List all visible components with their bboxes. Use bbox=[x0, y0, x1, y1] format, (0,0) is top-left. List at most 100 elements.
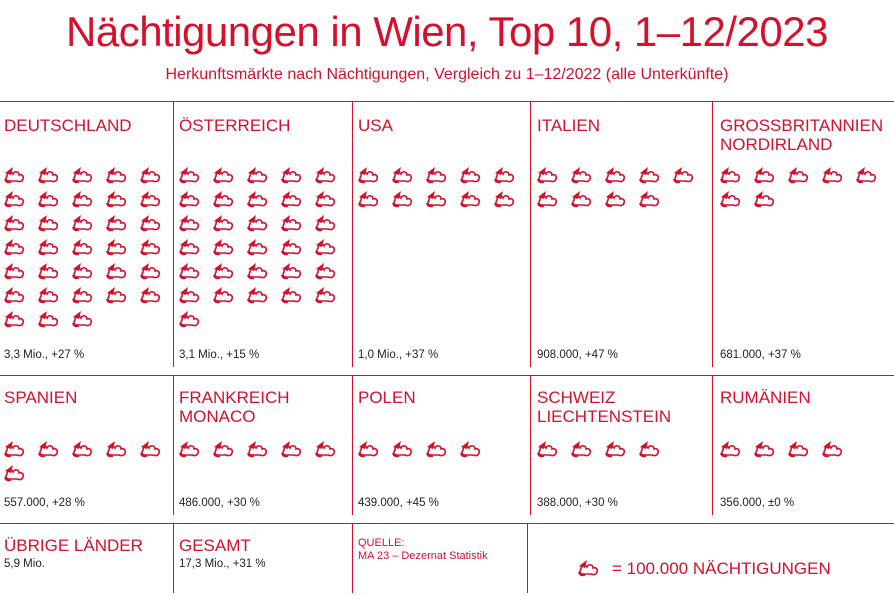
bed-night-icon bbox=[38, 311, 59, 328]
country-name: ÖSTERREICH bbox=[179, 116, 291, 135]
bed-night-icon bbox=[38, 191, 59, 208]
bed-night-icon bbox=[281, 441, 302, 458]
bed-night-icon bbox=[426, 167, 447, 184]
row-divider bbox=[0, 375, 894, 376]
column-divider bbox=[352, 523, 353, 593]
bed-night-icon bbox=[38, 215, 59, 232]
legend-text: = 100.000 NÄCHTIGUNGEN bbox=[612, 559, 831, 578]
bed-night-icon bbox=[426, 441, 447, 458]
column-divider bbox=[173, 523, 174, 593]
bed-night-icon bbox=[856, 167, 877, 184]
bed-night-icon bbox=[460, 441, 481, 458]
bed-night-icon bbox=[213, 441, 234, 458]
bed-night-icon bbox=[392, 441, 413, 458]
bed-night-icon bbox=[247, 287, 268, 304]
country-value: 1,0 Mio., +37 % bbox=[358, 349, 439, 361]
bed-night-icon bbox=[38, 239, 59, 256]
bed-night-icon bbox=[72, 215, 93, 232]
bed-night-icon bbox=[38, 167, 59, 184]
bed-night-icon bbox=[426, 191, 447, 208]
bed-night-icon bbox=[72, 287, 93, 304]
bed-night-icon bbox=[392, 191, 413, 208]
bed-night-icon bbox=[605, 167, 626, 184]
source-value: MA 23 – Dezernat Statistik bbox=[358, 550, 488, 562]
country-value: 486.000, +30 % bbox=[179, 497, 260, 509]
bed-night-icon bbox=[460, 167, 481, 184]
bed-night-icon bbox=[754, 167, 775, 184]
bed-night-icon bbox=[639, 441, 660, 458]
page-subtitle: Herkunftsmärkte nach Nächtigungen, Vergl… bbox=[165, 66, 729, 83]
bed-night-icon bbox=[179, 287, 200, 304]
bed-night-icon bbox=[140, 441, 161, 458]
country-name: SCHWEIZ LIECHTENSTEIN bbox=[537, 388, 672, 426]
bed-night-icon bbox=[4, 263, 25, 280]
bed-night-icon bbox=[72, 167, 93, 184]
bed-night-icon bbox=[315, 191, 336, 208]
country-value: 3,1 Mio., +15 % bbox=[179, 349, 260, 361]
bed-night-icon bbox=[315, 215, 336, 232]
bed-night-icon bbox=[281, 167, 302, 184]
bed-night-icon bbox=[179, 239, 200, 256]
bed-night-icon bbox=[72, 191, 93, 208]
bed-night-icon bbox=[315, 167, 336, 184]
bed-night-icon bbox=[673, 167, 694, 184]
bed-night-icon bbox=[720, 441, 741, 458]
bed-night-icon bbox=[179, 441, 200, 458]
bed-night-icon bbox=[571, 191, 592, 208]
bed-night-icon bbox=[281, 263, 302, 280]
bed-night-icon bbox=[213, 263, 234, 280]
country-name: DEUTSCHLAND bbox=[4, 116, 132, 135]
bed-night-icon bbox=[571, 441, 592, 458]
country-value: 388.000, +30 % bbox=[537, 497, 618, 509]
bed-night-icon bbox=[605, 191, 626, 208]
bed-night-icon bbox=[179, 263, 200, 280]
country-name: SPANIEN bbox=[4, 388, 78, 407]
bed-night-icon bbox=[315, 263, 336, 280]
bed-night-icon bbox=[537, 167, 558, 184]
bed-night-icon bbox=[281, 287, 302, 304]
bed-night-icon bbox=[38, 287, 59, 304]
bed-night-icon bbox=[106, 263, 127, 280]
other-countries-value: 5,9 Mio. bbox=[4, 558, 45, 570]
bed-night-icon bbox=[720, 167, 741, 184]
bed-night-icon bbox=[4, 465, 25, 482]
country-name: GROSSBRITANNIEN NORDIRLAND bbox=[720, 116, 884, 154]
bed-night-icon bbox=[72, 441, 93, 458]
bed-night-icon bbox=[247, 215, 268, 232]
bed-night-icon bbox=[140, 191, 161, 208]
bed-night-icon bbox=[4, 287, 25, 304]
bed-night-icon bbox=[788, 441, 809, 458]
country-name: RUMÄNIEN bbox=[720, 388, 811, 407]
row-divider bbox=[0, 101, 894, 102]
bed-night-icon bbox=[213, 191, 234, 208]
bed-night-icon bbox=[639, 167, 660, 184]
bed-night-icon bbox=[494, 167, 515, 184]
bed-night-icon bbox=[140, 287, 161, 304]
column-divider bbox=[173, 375, 174, 515]
country-name: USA bbox=[358, 116, 393, 135]
bed-night-icon bbox=[578, 560, 599, 577]
bed-night-icon bbox=[106, 191, 127, 208]
bed-night-icon bbox=[213, 167, 234, 184]
bed-night-icon bbox=[72, 239, 93, 256]
bed-night-icon bbox=[315, 287, 336, 304]
country-value: 356.000, ±0 % bbox=[720, 497, 795, 509]
bed-night-icon bbox=[247, 239, 268, 256]
bed-night-icon bbox=[281, 215, 302, 232]
column-divider bbox=[530, 375, 531, 515]
bed-night-icon bbox=[38, 441, 59, 458]
bed-night-icon bbox=[106, 167, 127, 184]
country-value: 681.000, +37 % bbox=[720, 349, 801, 361]
bed-night-icon bbox=[460, 191, 481, 208]
bed-night-icon bbox=[358, 167, 379, 184]
country-value: 557.000, +28 % bbox=[4, 497, 85, 509]
country-value: 439.000, +45 % bbox=[358, 497, 439, 509]
bed-night-icon bbox=[4, 311, 25, 328]
row-divider bbox=[0, 523, 894, 524]
bed-night-icon bbox=[247, 167, 268, 184]
bed-night-icon bbox=[179, 215, 200, 232]
bed-night-icon bbox=[639, 191, 660, 208]
bed-night-icon bbox=[106, 239, 127, 256]
total-value: 17,3 Mio., +31 % bbox=[179, 558, 266, 570]
bed-night-icon bbox=[788, 167, 809, 184]
